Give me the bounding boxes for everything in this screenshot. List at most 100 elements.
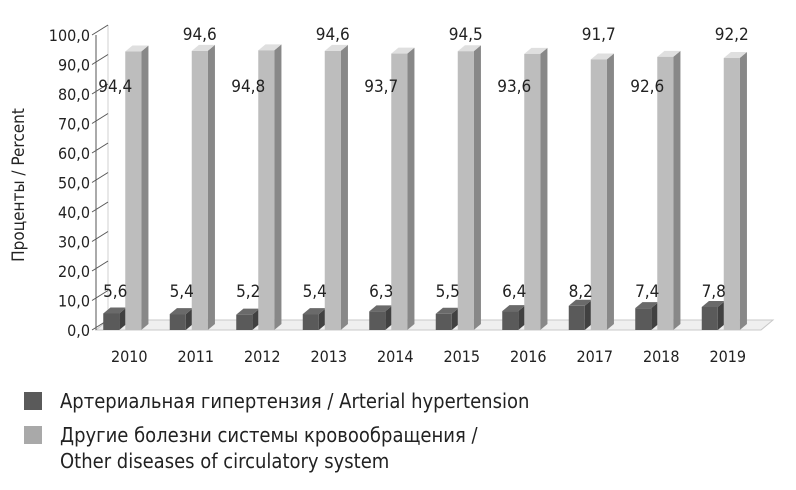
bar-top (435, 307, 459, 314)
y-tick-mark (91, 113, 109, 124)
legend-swatch-hypertension (24, 392, 42, 410)
y-tick-label: 90,0 (58, 56, 90, 75)
bar-top (524, 47, 548, 54)
bar-front (701, 306, 718, 330)
data-label-hypertension: 7,8 (702, 282, 726, 302)
bar-front (635, 308, 652, 330)
y-tick-label: 80,0 (58, 85, 90, 104)
y-tick-label: 0,0 (67, 321, 90, 340)
bar (635, 302, 659, 330)
data-label-other-diseases: 91,7 (582, 25, 616, 45)
bar-front (258, 50, 275, 331)
y-tick-label: 100,0 (49, 26, 90, 45)
bar-front (125, 51, 142, 331)
data-label-hypertension: 8,2 (569, 282, 593, 302)
bar (103, 307, 127, 330)
x-tick-label: 2019 (709, 347, 746, 366)
bar (369, 305, 393, 330)
bar (568, 299, 592, 330)
data-label-other-diseases: 94,6 (183, 25, 217, 45)
bar (258, 44, 282, 331)
x-tick-label: 2018 (643, 347, 680, 366)
y-tick-mark (91, 54, 109, 65)
y-axis-label: Проценты / Percent (9, 108, 29, 262)
bar-top (258, 44, 282, 51)
x-tick-label: 2015 (443, 347, 480, 366)
bar-top (302, 308, 326, 315)
bar-front (169, 314, 186, 330)
y-tick-mark (91, 201, 109, 213)
y-tick-label: 50,0 (58, 174, 90, 193)
y-tick-label: 20,0 (58, 262, 90, 281)
bar (191, 44, 215, 331)
bar (302, 308, 326, 330)
data-label-hypertension: 5,2 (236, 282, 260, 302)
bar-side (451, 307, 459, 330)
legend: Артериальная гипертензия / Arterial hype… (24, 388, 784, 482)
bar (457, 45, 481, 330)
data-label-hypertension: 5,4 (170, 282, 194, 302)
bar-front (524, 53, 541, 330)
bar-side (318, 308, 326, 330)
bar-top (590, 53, 614, 60)
bar-front (302, 314, 319, 330)
chart-bars (103, 44, 747, 331)
legend-label-other-diseases-line1: Другие болезни системы кровообращения / (60, 423, 478, 447)
bar-side (673, 50, 681, 330)
bar-top (657, 50, 681, 57)
data-label-other-diseases: 94,6 (316, 25, 350, 45)
bar-side (340, 44, 348, 331)
bar-top (635, 302, 659, 309)
bar (502, 305, 526, 330)
data-label-other-diseases: 92,2 (715, 25, 749, 45)
bar (324, 44, 348, 331)
x-tick-label: 2012 (244, 347, 281, 366)
x-tick-label: 2011 (177, 347, 214, 366)
y-tick-mark (91, 24, 109, 36)
legend-swatch-other-diseases (24, 426, 42, 444)
bar-side (274, 44, 282, 331)
y-tick-label: 30,0 (58, 233, 90, 252)
bar-front (324, 50, 341, 331)
bar-side (207, 44, 215, 331)
data-label-other-diseases: 93,6 (497, 77, 531, 97)
bar-front (657, 56, 674, 330)
legend-item-hypertension: Артериальная гипертензия / Arterial hype… (24, 388, 784, 414)
bar-top (191, 44, 215, 51)
bar-side (185, 308, 193, 330)
legend-item-other-diseases: Другие болезни системы кровообращения / … (24, 422, 784, 474)
bar-side (141, 45, 149, 331)
bar-side (739, 52, 747, 330)
x-tick-label: 2014 (377, 347, 414, 366)
data-label-hypertension: 5,4 (303, 282, 327, 302)
bar-side (540, 47, 548, 330)
bar-top (457, 45, 481, 52)
bar-chart: 0,0 10,0 20,0 30,0 40,0 50,0 60,0 70,0 80,0 90,0 1… (9, 24, 775, 366)
bar-top (502, 305, 526, 312)
bar-side (717, 300, 725, 330)
bar-front (723, 58, 740, 330)
x-tick-label: 2010 (111, 347, 148, 366)
bar-front (191, 50, 208, 331)
bar-front (502, 311, 519, 330)
y-tick-mark (91, 83, 109, 95)
bar (723, 52, 747, 330)
bar (125, 45, 149, 331)
data-label-other-diseases: 93,7 (364, 77, 398, 97)
bar-side (584, 299, 592, 330)
bar-top (103, 307, 127, 314)
legend-label-hypertension: Артериальная гипертензия / Arterial hype… (60, 389, 530, 413)
bar (391, 47, 415, 331)
bar-front (369, 311, 386, 330)
bar (524, 47, 548, 330)
data-label-other-diseases: 92,6 (630, 77, 664, 97)
bar (657, 50, 681, 330)
bar-front (590, 59, 607, 331)
y-tick-mark (91, 142, 109, 154)
bar-top (391, 47, 415, 54)
data-label-hypertension: 6,4 (502, 282, 526, 302)
bar (701, 300, 725, 330)
bar (236, 308, 260, 330)
bar-front (435, 313, 452, 330)
bar-side (385, 305, 393, 330)
